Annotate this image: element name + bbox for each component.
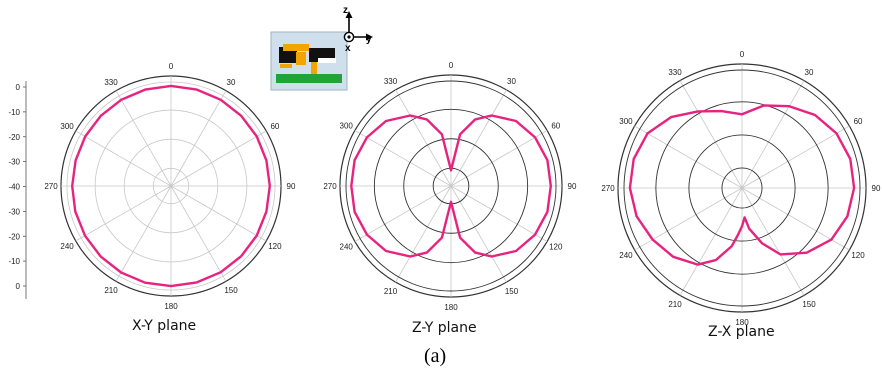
grid-spoke: [115, 90, 172, 187]
angle-tick-label: 180: [735, 318, 749, 327]
angle-tick-label: 300: [619, 117, 633, 126]
left-scale-label: -10: [8, 108, 20, 117]
radiation-pattern-curve: [71, 84, 271, 288]
grid-spoke: [115, 185, 172, 282]
angle-tick-label: 120: [851, 251, 865, 260]
grid-spoke: [395, 185, 452, 283]
polar-plot-zx: 0 30 60 90 120 150 180 210 240 270 300 330: [601, 50, 881, 327]
grid-ring: [403, 138, 499, 234]
grid-spoke: [170, 130, 267, 187]
grid-spoke: [741, 187, 805, 296]
axis-label-x: x: [345, 43, 351, 54]
grid-ring: [94, 109, 248, 263]
angle-tick-label: 120: [549, 243, 563, 252]
grid-spoke: [395, 89, 452, 187]
grid-spoke: [634, 125, 743, 189]
angle-tick-label: 150: [505, 287, 519, 296]
grid-ring: [345, 80, 557, 292]
grid-ring: [152, 167, 190, 205]
angle-tick-label: 270: [44, 182, 58, 191]
radiation-pattern-curve: [350, 114, 552, 258]
angle-tick-label: 30: [507, 77, 516, 86]
grid-spoke: [741, 125, 850, 189]
angle-tick-label: 0: [449, 61, 454, 70]
grid-ring: [655, 101, 829, 275]
grid-spoke: [170, 185, 227, 282]
left-scale-label: -40: [8, 183, 20, 192]
angle-tick-label: 60: [854, 117, 863, 126]
angle-tick-label: 120: [268, 242, 282, 251]
left-db-scale: 0 -10 -20 -30 -40 -30 -20 -10 0: [8, 81, 27, 299]
angle-tick-label: 60: [551, 122, 560, 131]
grid-spoke: [741, 187, 850, 251]
angle-tick-label: 150: [224, 286, 238, 295]
grid-spoke: [450, 89, 507, 187]
plot-title-xy: X-Y plane: [132, 318, 197, 334]
angle-tick-label: 210: [384, 287, 398, 296]
plot-title-zx: Z-X plane: [708, 324, 775, 340]
angle-tick-label: 90: [872, 184, 881, 193]
grid-spoke: [170, 185, 267, 242]
left-scale-label: -20: [8, 133, 20, 142]
angle-tick-label: 270: [601, 184, 615, 193]
angle-tick-label: 300: [340, 122, 354, 131]
angle-tick-label: 270: [323, 182, 337, 191]
grid-spoke: [75, 130, 172, 187]
angle-tick-label: 330: [104, 78, 118, 87]
left-scale-label: -30: [8, 158, 20, 167]
polar-plot-xy: 0 30 60 90 120 150 180 210 240 270 300 330: [44, 62, 296, 311]
angle-tick-label: 240: [340, 243, 354, 252]
plot-title-zy: Z-Y plane: [412, 320, 477, 336]
grid-spoke: [354, 185, 452, 242]
grid-ring: [123, 138, 219, 234]
antenna-structure-icon: [270, 31, 348, 91]
grid-ring: [688, 134, 796, 242]
polar-plot-zy: 0 30 60 90 120 150 180 210 240 270 300 330: [323, 61, 577, 312]
left-scale-label: 0: [16, 282, 21, 291]
angle-tick-label: 180: [164, 302, 178, 311]
angle-tick-label: 30: [227, 78, 236, 87]
grid-spoke: [679, 187, 743, 296]
angle-tick-label: 330: [668, 68, 682, 77]
angle-tick-label: 90: [568, 182, 577, 191]
angle-tick-label: 210: [104, 286, 118, 295]
angle-tick-label: 240: [619, 251, 633, 260]
angle-tick-label: 210: [668, 300, 682, 309]
left-scale-label: -30: [8, 207, 20, 216]
angle-tick-label: 0: [740, 50, 745, 59]
grid-spoke: [634, 187, 743, 251]
angle-tick-label: 150: [802, 300, 816, 309]
left-scale-label: 0: [16, 83, 21, 92]
grid-ring: [66, 81, 276, 291]
grid-ring: [721, 167, 763, 209]
angle-tick-label: 330: [384, 77, 398, 86]
grid-spoke: [450, 130, 548, 187]
grid-spoke: [75, 185, 172, 242]
grid-ring: [623, 69, 861, 307]
radiation-pattern-curve: [628, 104, 856, 266]
axis-label-z: z: [343, 5, 348, 16]
figure-caption: (a): [424, 345, 447, 367]
grid-spoke: [450, 185, 548, 242]
angle-tick-label: 240: [60, 242, 74, 251]
angle-tick-label: 0: [169, 62, 174, 71]
coordinate-axes-icon: z x y: [343, 5, 373, 54]
grid-spoke: [741, 80, 805, 189]
angle-tick-label: 90: [287, 182, 296, 191]
grid-spoke: [450, 185, 507, 283]
angle-tick-label: 60: [270, 122, 279, 131]
angle-tick-label: 300: [60, 122, 74, 131]
left-scale-label: -10: [8, 257, 20, 266]
angle-tick-label: 30: [805, 68, 814, 77]
angle-tick-label: 180: [444, 303, 458, 312]
axis-label-y: y: [366, 34, 372, 45]
left-scale-label: -20: [8, 232, 20, 241]
grid-spoke: [679, 80, 743, 189]
grid-spoke: [354, 130, 452, 187]
grid-spoke: [170, 90, 227, 187]
grid-ring: [373, 108, 529, 264]
